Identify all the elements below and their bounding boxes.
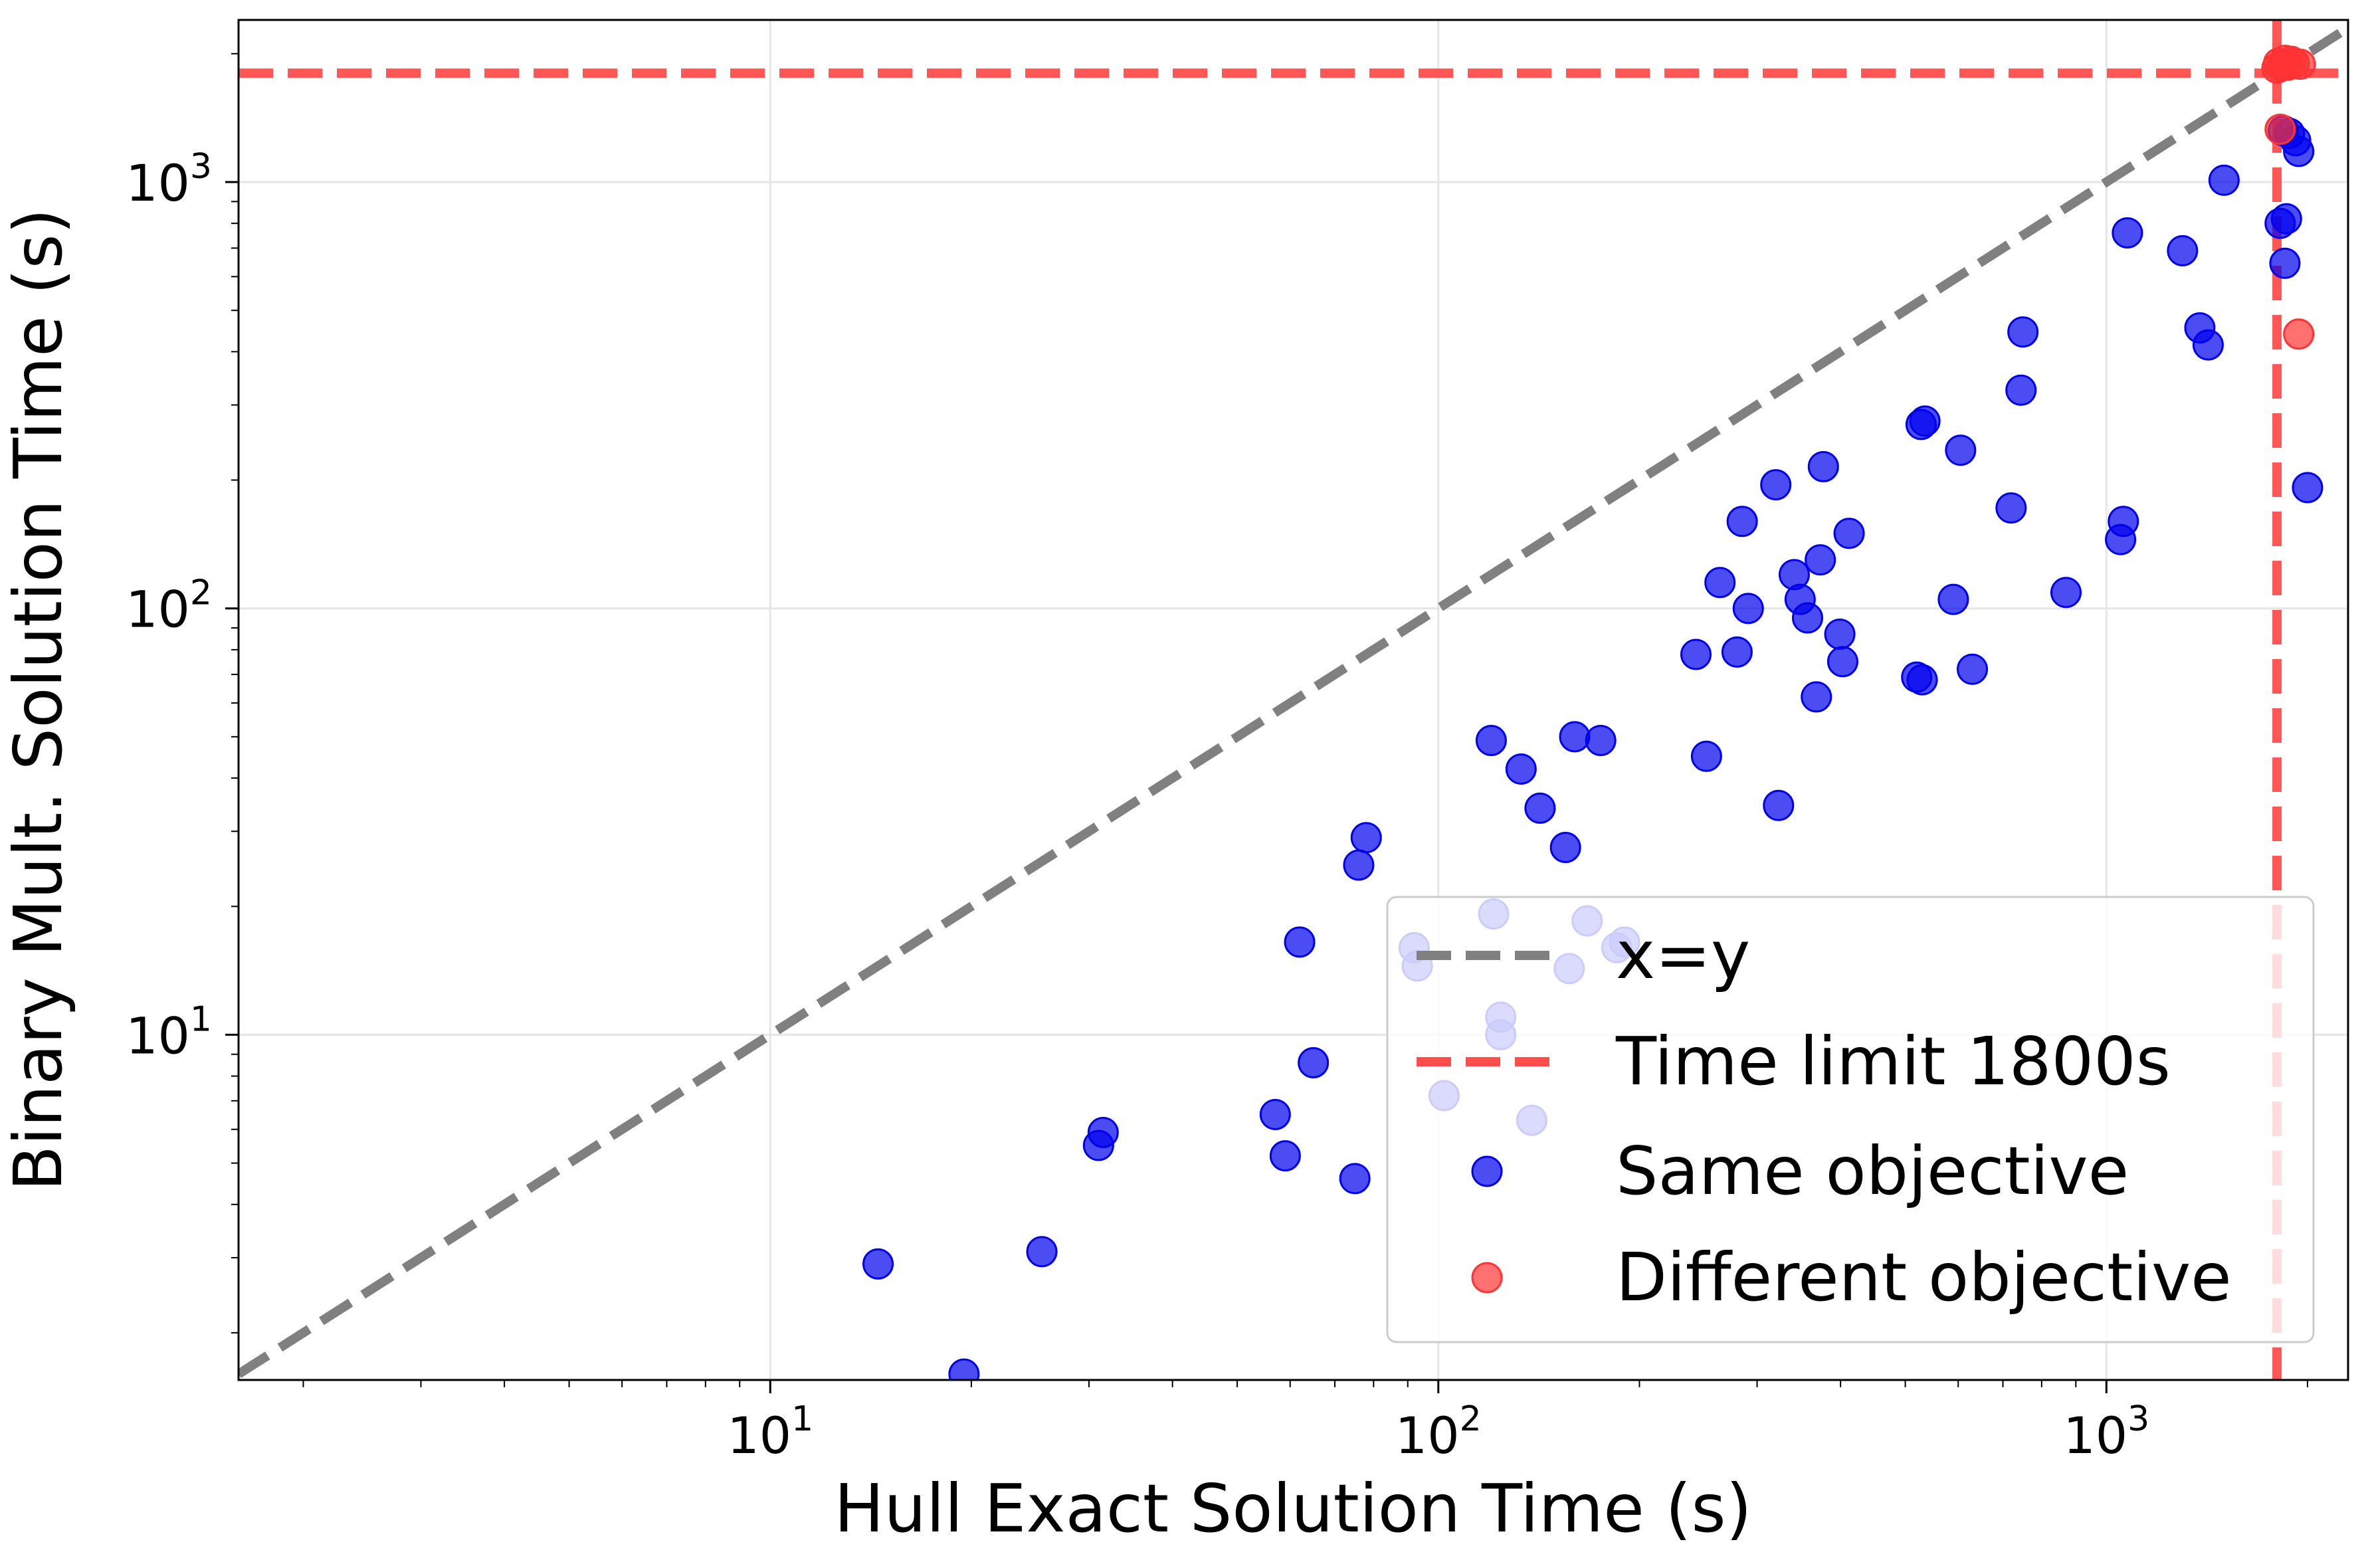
point-same-objective xyxy=(1524,792,1556,824)
point-same-objective xyxy=(1826,646,1858,678)
point-same-objective xyxy=(1087,1116,1119,1148)
point-same-objective xyxy=(1690,740,1722,772)
point-same-objective xyxy=(2050,577,2082,609)
point-different-objective xyxy=(2264,114,2296,146)
x-tick-label: 102 xyxy=(1395,1399,1482,1465)
x-axis-label: Hull Exact Solution Time (s) xyxy=(834,1470,1751,1547)
point-same-objective xyxy=(1298,1046,1330,1078)
point-same-objective xyxy=(1721,636,1753,668)
legend-box xyxy=(1386,896,2315,1343)
point-same-objective xyxy=(1505,753,1537,785)
point-same-objective xyxy=(1807,450,1839,482)
point-same-objective xyxy=(1585,725,1617,757)
point-same-objective xyxy=(2108,506,2139,538)
minor-ticks xyxy=(231,52,2308,1387)
point-same-objective xyxy=(1906,664,1938,696)
point-same-objective xyxy=(2283,136,2315,167)
point-same-objective xyxy=(2208,164,2240,196)
y-axis-label: Binary Mult. Solution Time (s) xyxy=(0,208,77,1191)
point-same-objective xyxy=(1732,593,1764,625)
grid-lines xyxy=(239,20,2348,1380)
x-tick-label: 101 xyxy=(727,1399,813,1465)
point-same-objective xyxy=(1343,849,1375,881)
point-same-objective xyxy=(1269,1140,1301,1172)
y-tick-label: 103 xyxy=(126,147,212,213)
x-tick-label: 103 xyxy=(2063,1399,2149,1465)
legend-label-diagonal: x=y xyxy=(1616,916,1750,994)
point-same-objective xyxy=(2007,316,2039,348)
point-same-objective xyxy=(1726,506,1758,538)
point-same-objective xyxy=(948,1358,980,1380)
point-same-objective xyxy=(2167,235,2199,266)
point-same-objective xyxy=(1801,681,1832,713)
point-same-objective xyxy=(1957,653,1989,685)
point-same-objective xyxy=(1909,405,1941,437)
point-same-objective xyxy=(1559,721,1591,753)
point-same-objective xyxy=(1549,831,1581,863)
legend-marker-different xyxy=(1471,1262,1503,1294)
diagonal-reference-line xyxy=(239,22,2348,1379)
legend-label-different: Different objective xyxy=(1616,1238,2232,1316)
point-same-objective xyxy=(1824,619,1856,650)
point-same-objective xyxy=(1704,567,1736,599)
point-same-objective xyxy=(1350,822,1382,854)
point-same-objective xyxy=(1284,926,1316,958)
legend: x=y Time limit 1800s Same objective Diff… xyxy=(1386,896,2315,1343)
point-same-objective xyxy=(1945,435,1977,466)
axis-ticks: 101 102 103 101 102 103 xyxy=(126,147,2149,1465)
point-same-objective xyxy=(2112,217,2143,248)
point-same-objective xyxy=(1833,518,1865,549)
point-same-objective xyxy=(1259,1098,1291,1130)
legend-marker-same xyxy=(1471,1155,1503,1187)
point-same-objective xyxy=(862,1248,894,1280)
point-same-objective xyxy=(1680,638,1712,670)
point-same-objective xyxy=(1791,602,1823,634)
point-different-objective xyxy=(2284,49,2316,80)
point-same-objective xyxy=(2269,247,2301,279)
point-same-objective xyxy=(1475,725,1507,757)
y-tick-label: 102 xyxy=(126,573,212,639)
legend-label-same: Same objective xyxy=(1616,1132,2129,1210)
plot-frame xyxy=(237,19,2349,1381)
point-same-objective xyxy=(1805,544,1836,576)
legend-label-time-limit: Time limit 1800s xyxy=(1615,1023,2171,1100)
point-same-objective xyxy=(1763,789,1795,821)
point-same-objective xyxy=(1995,492,2027,524)
point-same-objective xyxy=(2292,472,2323,504)
point-same-objective xyxy=(1760,469,1792,501)
point-same-objective xyxy=(1026,1236,1058,1268)
point-different-objective xyxy=(2283,318,2315,350)
point-same-objective xyxy=(2270,203,2302,235)
point-same-objective xyxy=(1937,583,1969,615)
point-same-objective xyxy=(2005,374,2037,406)
point-same-objective xyxy=(2192,329,2224,361)
point-same-objective xyxy=(1339,1163,1371,1195)
y-tick-label: 101 xyxy=(126,999,212,1065)
